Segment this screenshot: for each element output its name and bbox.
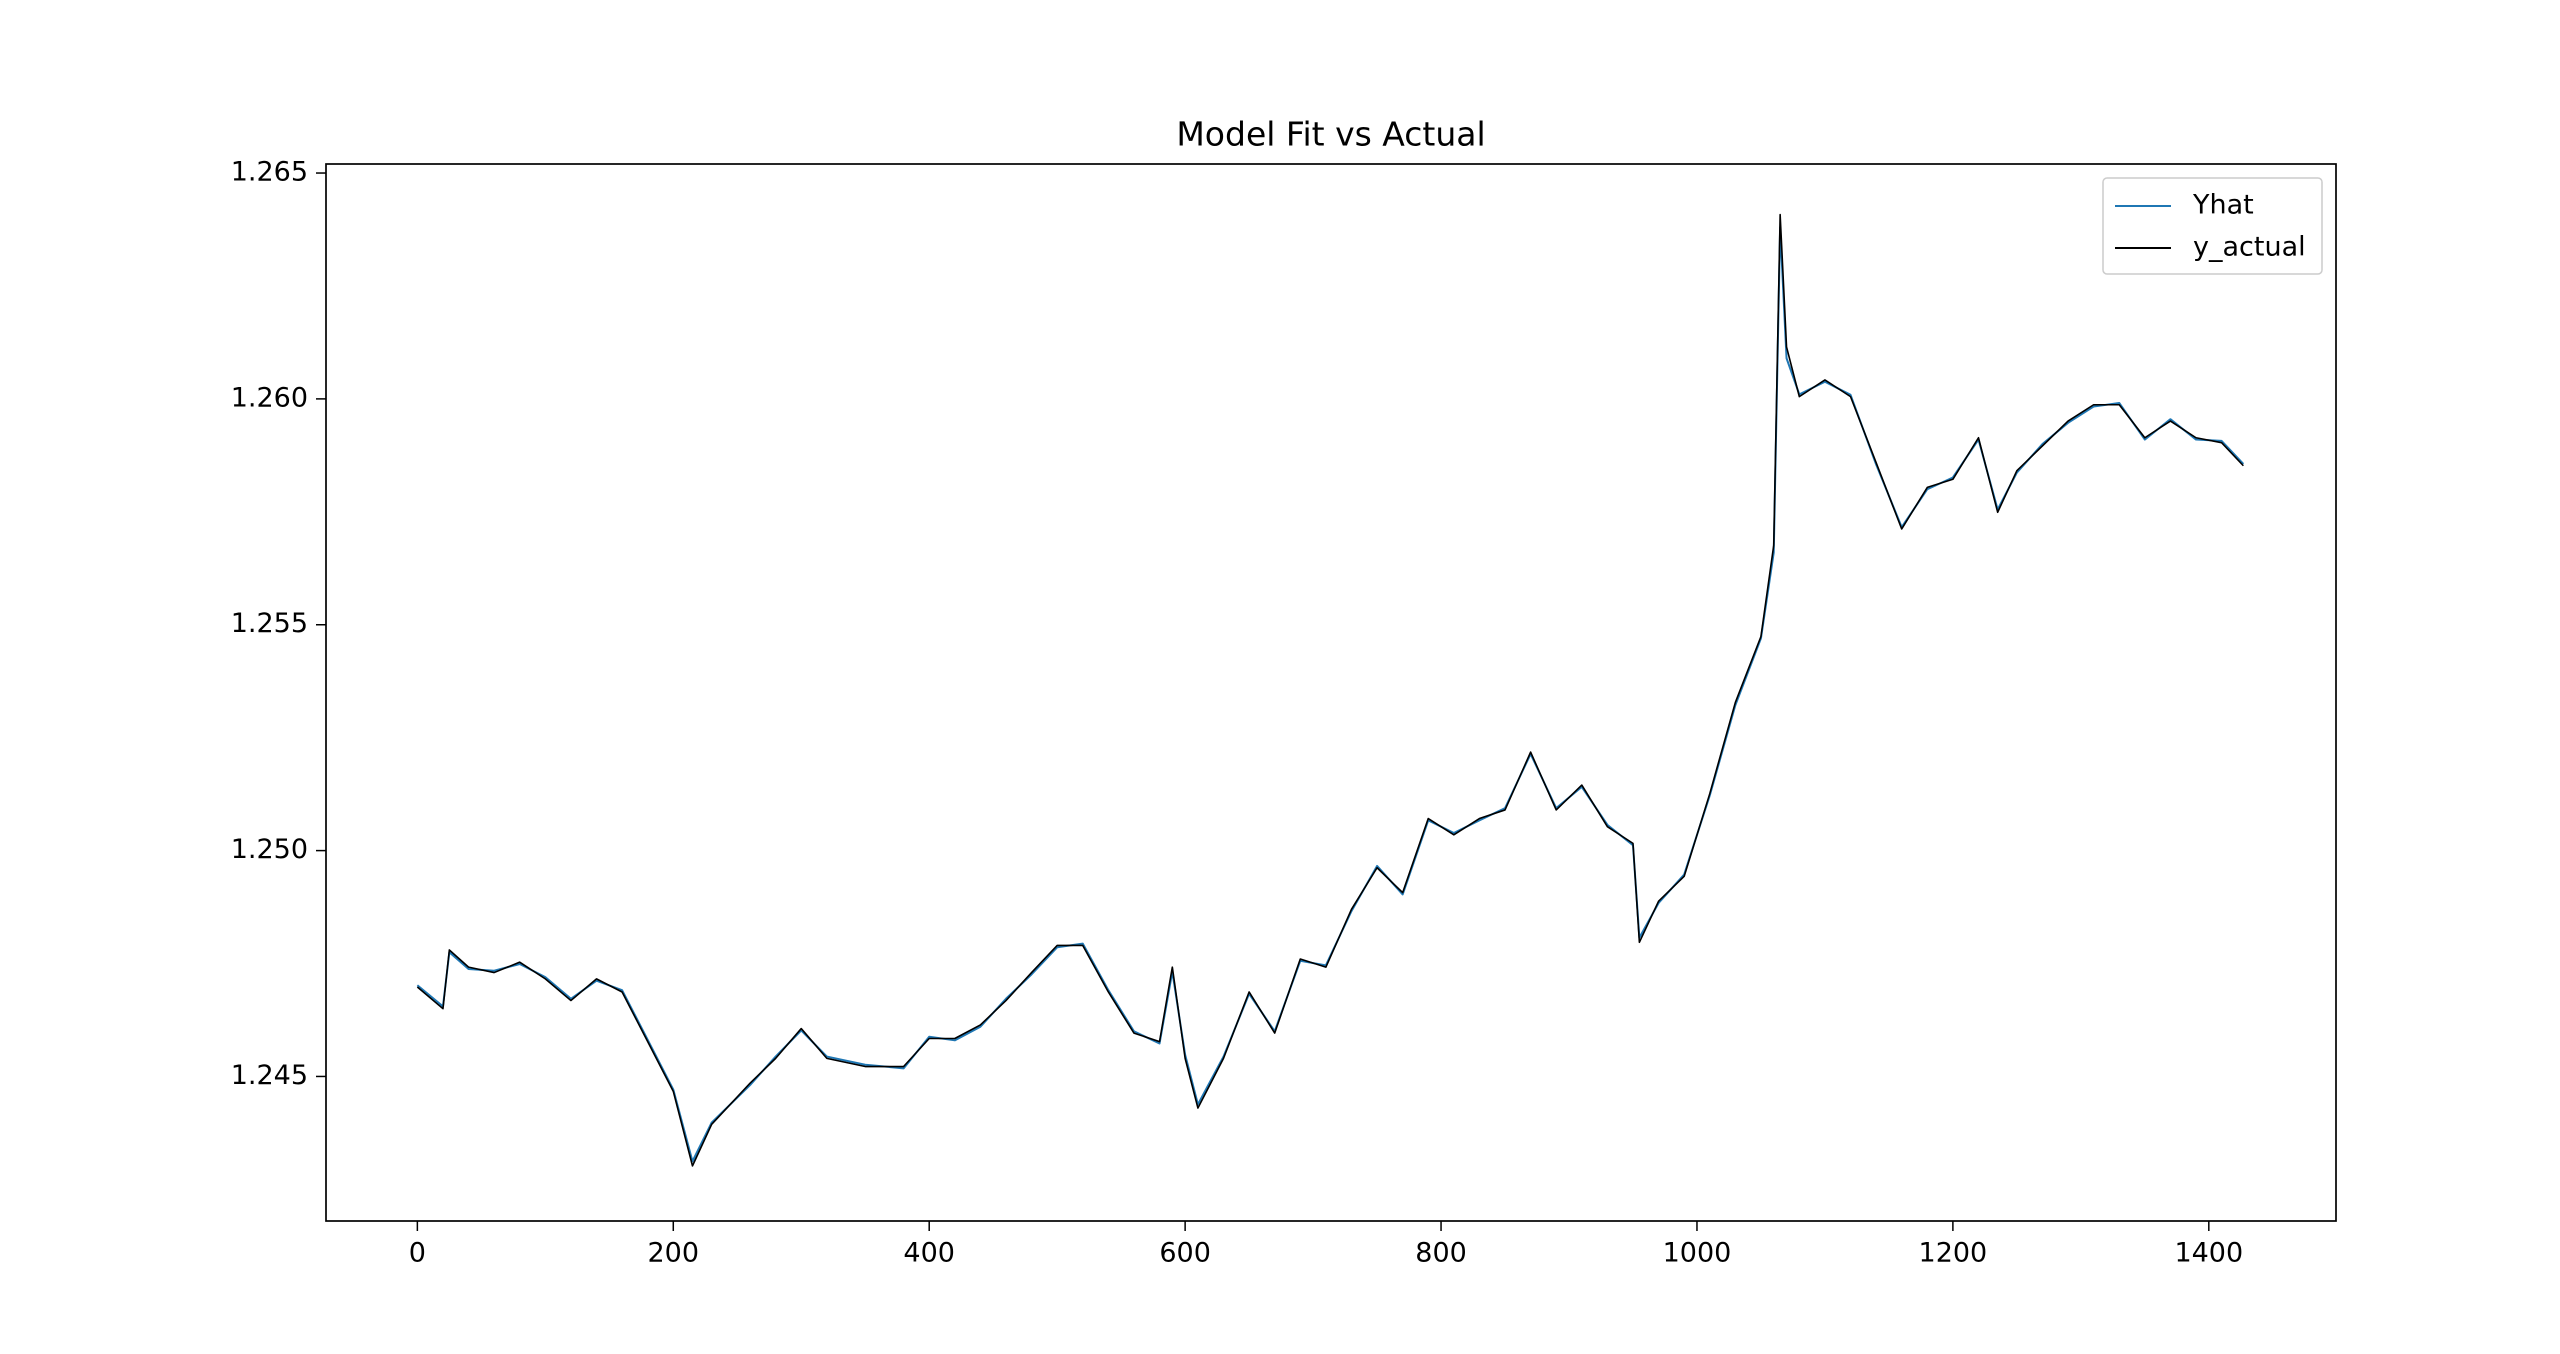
x-tick-label: 600 (1159, 1238, 1211, 1269)
y-tick-label: 1.250 (231, 834, 308, 865)
y-tick-label: 1.255 (231, 608, 308, 639)
legend-label: y_actual (2193, 232, 2306, 263)
plot-frame (325, 163, 2337, 1222)
x-tick-label: 200 (648, 1238, 700, 1269)
y-tick-label: 1.265 (231, 157, 308, 188)
legend-box (2102, 177, 2323, 275)
x-tick-label: 800 (1415, 1238, 1467, 1269)
x-tick-label: 400 (903, 1238, 955, 1269)
x-tick-label: 1000 (1663, 1238, 1732, 1269)
x-tick-label: 1400 (2174, 1238, 2243, 1269)
x-tick-label: 0 (409, 1238, 426, 1269)
legend-label: Yhat (2192, 190, 2254, 221)
y-tick-label: 1.245 (231, 1060, 308, 1091)
x-tick-label: 1200 (1919, 1238, 1988, 1269)
series-line (416, 213, 2244, 1167)
y-tick-label: 1.260 (231, 382, 308, 413)
chart-title: Model Fit vs Actual (1176, 115, 1485, 154)
